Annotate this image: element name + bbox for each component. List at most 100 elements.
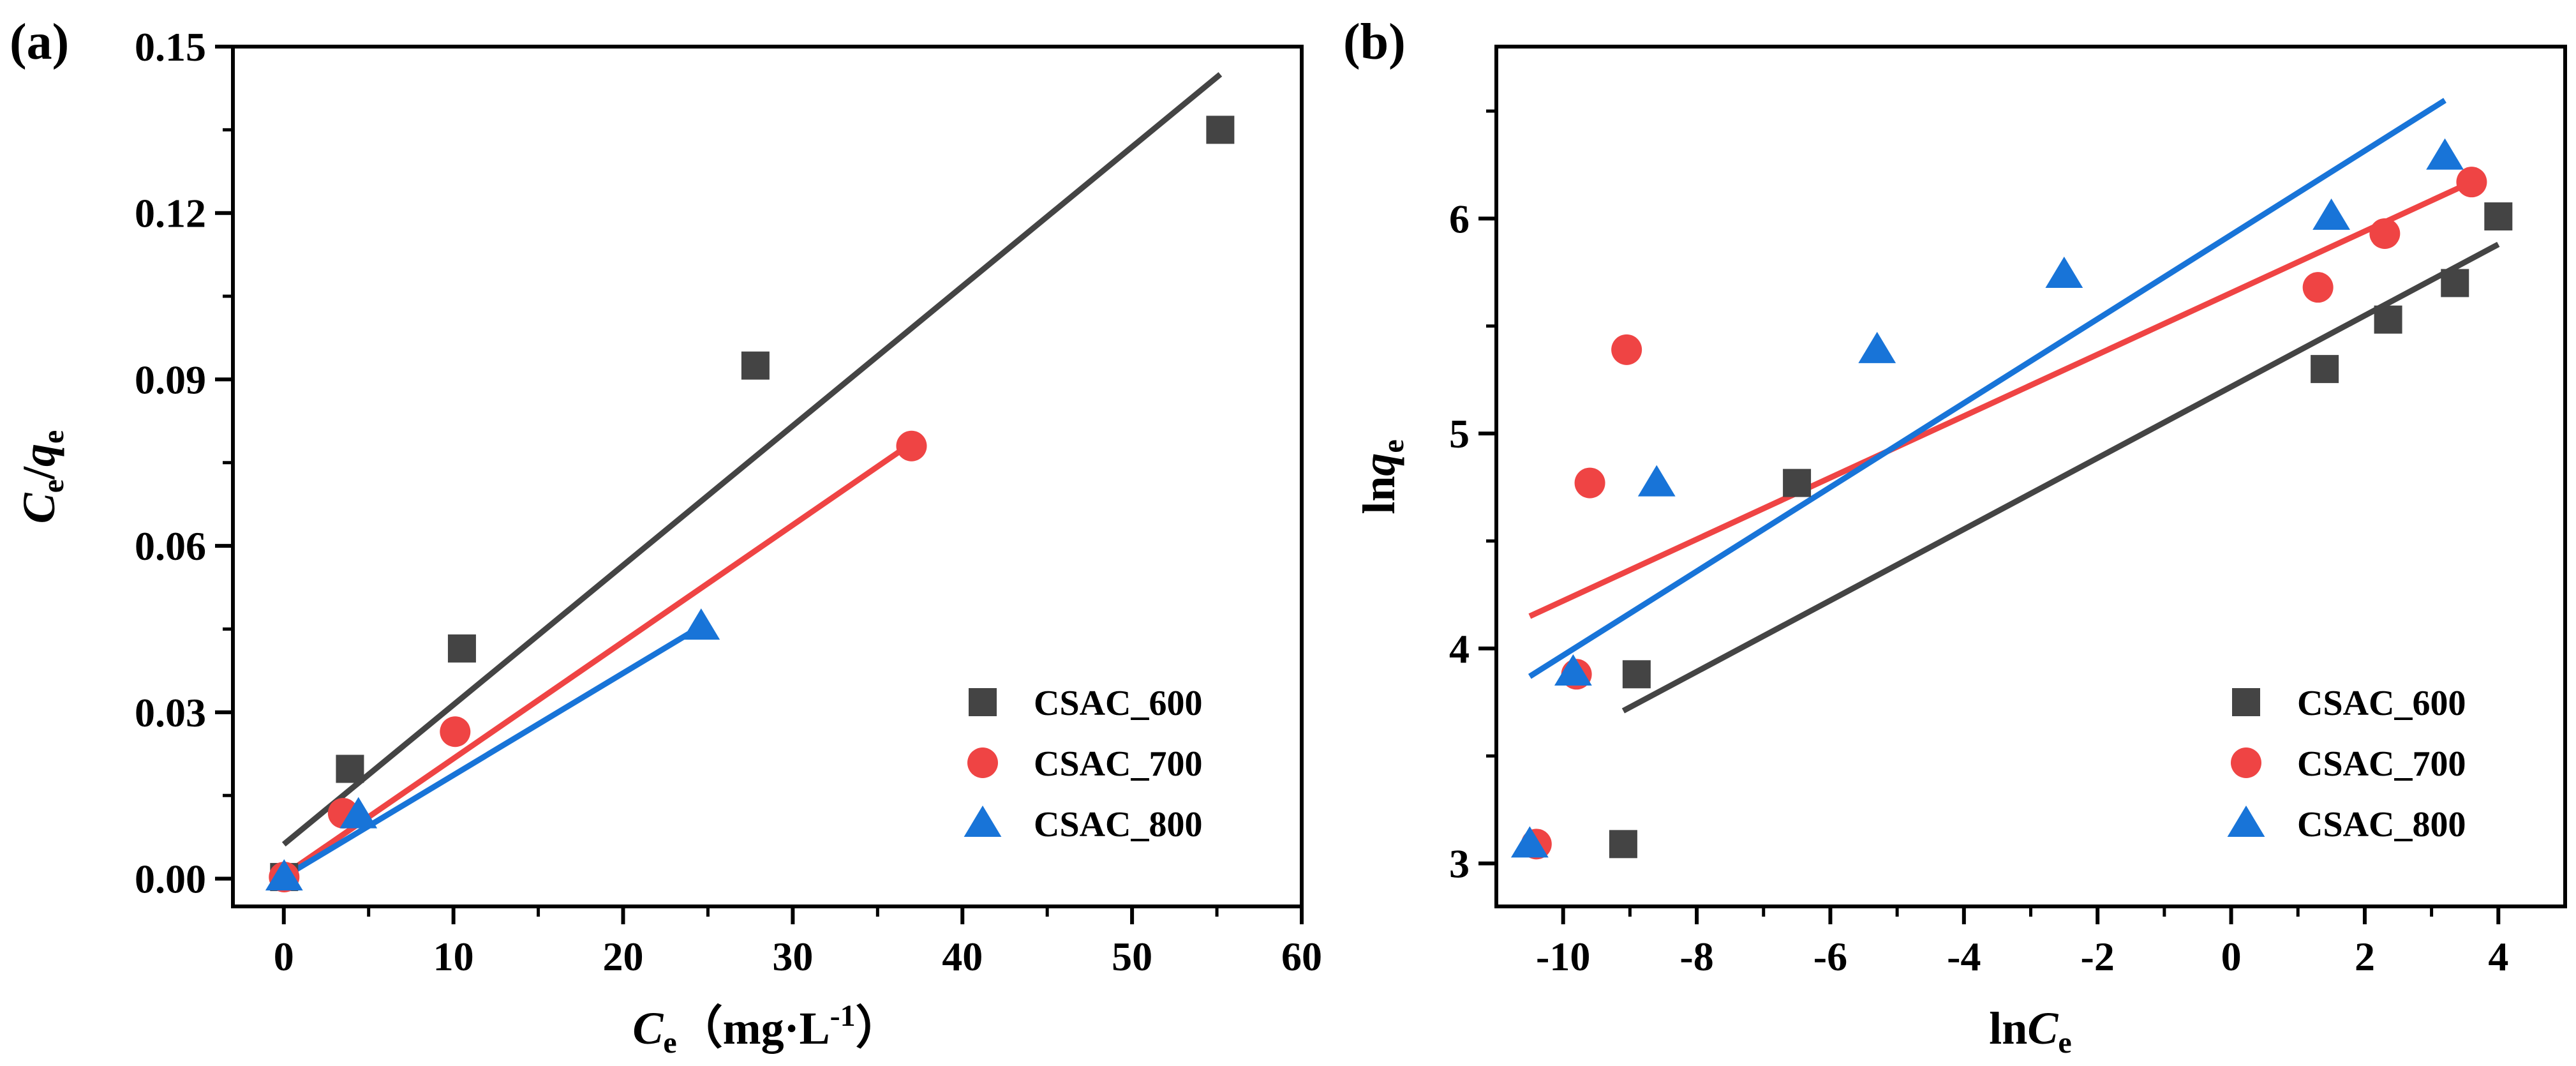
panel-b-ylabel-italic: q — [1353, 453, 1404, 476]
x-tick-label: 2 — [2355, 934, 2375, 979]
fit-line-csac_700 — [282, 440, 914, 878]
x-tick-label: 10 — [433, 934, 474, 979]
panel-b-ylabel-main: ln — [1353, 476, 1404, 514]
fit-line-csac_800 — [282, 624, 703, 880]
panel-a-xticks: 0 10 20 30 40 50 60 — [274, 906, 1322, 979]
data-point-csac_700 — [2369, 218, 2401, 249]
y-tick-label: 0.12 — [135, 191, 206, 236]
panel-a-ylabel-a: C — [13, 492, 64, 523]
data-point-csac_600 — [1622, 660, 1651, 689]
panel-a-fits — [281, 71, 1223, 880]
panel-a-ylabel-a-sub: e — [36, 479, 70, 493]
panel-b: (b) -10 -8 -6 -4 -2 0 2 4 3 4 5 6 CSAC_600 CSAC_700… — [1343, 14, 2567, 1060]
panel-a-label: (a) — [10, 14, 69, 70]
data-point-csac_700 — [2302, 272, 2334, 303]
fit-line-csac_700 — [1528, 179, 2473, 619]
panel-a-ylabel: Ce/qe — [13, 430, 70, 524]
data-point-csac_700 — [1574, 467, 1605, 499]
y-tick-label: 4 — [1449, 626, 1470, 672]
panel-b-fits — [1528, 98, 2500, 714]
x-tick-label: -2 — [2081, 934, 2115, 979]
data-point-csac_700 — [2456, 167, 2487, 198]
y-tick-label: 0.00 — [135, 857, 206, 902]
data-point-csac_800 — [1554, 654, 1592, 686]
y-tick-label: 3 — [1449, 841, 1470, 887]
x-tick-label: 0 — [2221, 934, 2242, 979]
legend-marker-csac_700 — [2231, 747, 2261, 778]
x-tick-label: 40 — [942, 934, 983, 979]
panel-a-points — [265, 116, 1235, 892]
panel-a-yticks: 0.00 0.03 0.06 0.09 0.12 0.15 — [135, 24, 233, 902]
x-tick-label: 20 — [603, 934, 644, 979]
legend-label-csac_800: CSAC_800 — [2297, 805, 2466, 845]
x-tick-label: 4 — [2488, 934, 2508, 979]
panel-a-xlabel-sub: e — [663, 1026, 676, 1060]
panel-a-xlabel-main: C — [632, 1003, 664, 1054]
panel-a: (a) 0 10 20 30 40 50 60 0.000.030.060.090.120.… — [10, 14, 1322, 1060]
x-tick-label: -8 — [1679, 934, 1713, 979]
data-point-csac_800 — [1637, 465, 1676, 497]
data-point-csac_600 — [1609, 830, 1637, 859]
legend-label-csac_700: CSAC_700 — [2297, 744, 2466, 784]
data-point-csac_800 — [1510, 826, 1549, 858]
x-tick-label: 0 — [274, 934, 294, 979]
x-tick-label: -10 — [1536, 934, 1590, 979]
x-tick-label: -6 — [1813, 934, 1847, 979]
panel-b-label: (b) — [1343, 14, 1406, 70]
x-tick-label: -4 — [1947, 934, 1981, 979]
legend-label-csac_600: CSAC_600 — [2297, 684, 2466, 723]
panel-a-ylabel-b: q — [13, 444, 64, 467]
data-point-csac_700 — [440, 716, 471, 747]
x-tick-label: 60 — [1281, 934, 1322, 979]
panel-b-xticks: -10 -8 -6 -4 -2 0 2 4 — [1536, 906, 2508, 979]
data-point-csac_600 — [2374, 305, 2402, 334]
legend-label-csac_700: CSAC_700 — [1034, 744, 1202, 784]
x-tick-label: 30 — [772, 934, 813, 979]
panel-b-ylabel: lnqe — [1353, 439, 1410, 514]
legend-marker-csac_600 — [2232, 688, 2260, 716]
data-point-csac_600 — [336, 754, 364, 783]
panel-a-xlabel-units: （mg·L — [677, 1003, 830, 1054]
panel-a-ylabel-b-sub: e — [36, 430, 70, 444]
panel-b-points — [1510, 138, 2513, 860]
data-point-csac_600 — [2484, 202, 2513, 231]
data-point-csac_800 — [265, 859, 303, 890]
data-point-csac_600 — [1206, 116, 1235, 144]
data-point-csac_600 — [2311, 355, 2339, 384]
fit-line-csac_800 — [1528, 98, 2446, 679]
data-point-csac_600 — [741, 351, 770, 380]
panel-b-xlabel: lnCe — [1989, 1003, 2071, 1060]
fit-line-csac_600 — [1621, 241, 2500, 714]
legend-marker-csac_600 — [969, 688, 997, 716]
panel-a-ylabel-slash: / — [13, 466, 64, 480]
data-point-csac_800 — [682, 608, 720, 640]
y-tick-label: 0.06 — [135, 523, 206, 569]
panel-a-frame — [231, 45, 1304, 908]
panel-a-legend: CSAC_600 CSAC_700 CSAC_800 — [964, 684, 1202, 845]
legend-label-csac_800: CSAC_800 — [1034, 805, 1202, 845]
panel-b-xlabel-main: ln — [1989, 1003, 2027, 1054]
y-tick-label: 0.09 — [135, 357, 206, 402]
legend-marker-csac_700 — [967, 747, 998, 778]
panel-b-xlabel-sub: e — [2058, 1026, 2071, 1060]
y-tick-label: 0.03 — [135, 690, 206, 735]
data-point-csac_700 — [896, 430, 927, 462]
data-point-csac_800 — [2426, 138, 2464, 170]
data-point-csac_800 — [339, 797, 378, 829]
panel-a-xlabel-close: ） — [856, 1003, 902, 1054]
x-tick-label: 50 — [1112, 934, 1152, 979]
panel-b-ylabel-sub: e — [1376, 439, 1410, 453]
data-point-csac_700 — [1611, 334, 1642, 365]
panel-b-xlabel-italic: C — [2027, 1003, 2059, 1054]
data-point-csac_600 — [1783, 469, 1812, 497]
fit-line-csac_600 — [281, 71, 1223, 847]
data-point-csac_800 — [2045, 256, 2083, 288]
panel-b-yticks: 3 4 5 6 — [1449, 109, 1496, 887]
data-point-csac_800 — [1858, 331, 1896, 363]
legend-label-csac_600: CSAC_600 — [1034, 684, 1202, 723]
legend-marker-csac_800 — [2227, 806, 2265, 837]
y-tick-label: 6 — [1449, 196, 1470, 241]
legend-marker-csac_800 — [964, 806, 1002, 837]
panel-b-legend: CSAC_600 CSAC_700 CSAC_800 — [2227, 684, 2466, 845]
